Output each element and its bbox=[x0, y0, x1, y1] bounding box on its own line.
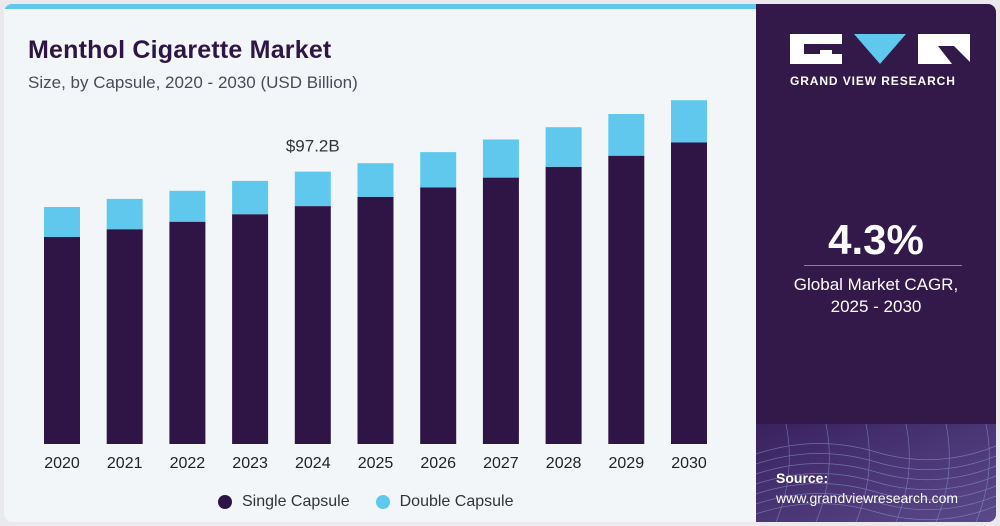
bar-double-capsule-2021 bbox=[106, 198, 143, 230]
chart-title: Menthol Cigarette Market bbox=[28, 36, 332, 64]
bar-single-capsule-2028 bbox=[545, 166, 582, 445]
chart-legend: Single Capsule Double Capsule bbox=[218, 493, 513, 511]
bar-double-capsule-2027 bbox=[482, 139, 519, 178]
legend-label-double-capsule: Double Capsule bbox=[399, 493, 514, 510]
cagr-label: Global Market CAGR, 2025 - 2030 bbox=[756, 274, 996, 318]
x-tick-label-2022: 2022 bbox=[170, 455, 206, 472]
bar-single-capsule-2020 bbox=[44, 237, 80, 444]
x-tick-label-2025: 2025 bbox=[358, 455, 394, 472]
stacked-bar-chart: 2020 2021 2022 2023 2024 2025 2026 2027 2028 2029… bbox=[44, 100, 707, 472]
chart-panel: 2020 2021 2022 2023 2024 2025 2026 2027 2028 2029… bbox=[4, 9, 756, 522]
bar-single-capsule-2024 bbox=[294, 206, 331, 444]
bar-single-capsule-2026 bbox=[420, 187, 457, 444]
accent-line bbox=[4, 4, 756, 9]
x-tick-label-2030: 2030 bbox=[671, 455, 707, 472]
bar-double-capsule-2023 bbox=[232, 180, 269, 215]
legend-item-double-capsule: Double Capsule bbox=[375, 493, 514, 511]
x-tick-label-2024: 2024 bbox=[295, 455, 331, 472]
bar-double-capsule-2025 bbox=[357, 163, 394, 197]
x-tick-label-2028: 2028 bbox=[546, 455, 582, 472]
bar-double-capsule-2028 bbox=[545, 127, 582, 167]
bar-double-capsule-2022 bbox=[169, 190, 206, 222]
x-tick-label-2029: 2029 bbox=[609, 455, 645, 472]
cagr-divider bbox=[804, 265, 962, 266]
bar-single-capsule-2022 bbox=[169, 221, 206, 444]
legend-dot-single-capsule bbox=[218, 495, 232, 509]
bar-double-capsule-2020 bbox=[44, 207, 80, 237]
cagr-label-line2: 2025 - 2030 bbox=[830, 297, 922, 316]
data-label-2024: $97.2B bbox=[286, 137, 340, 156]
chart-subtitle: Size, by Capsule, 2020 - 2030 (USD Billi… bbox=[28, 73, 358, 92]
bar-double-capsule-2026 bbox=[420, 152, 457, 188]
x-tick-label-2026: 2026 bbox=[420, 455, 456, 472]
bar-double-capsule-2030 bbox=[671, 100, 707, 143]
cagr-value: 4.3% bbox=[828, 216, 924, 263]
bar-single-capsule-2025 bbox=[357, 196, 394, 444]
x-tick-label-2023: 2023 bbox=[232, 455, 268, 472]
x-tick-label-2020: 2020 bbox=[44, 455, 80, 472]
legend-item-single-capsule: Single Capsule bbox=[218, 493, 350, 511]
bar-single-capsule-2027 bbox=[482, 177, 519, 444]
bar-single-capsule-2029 bbox=[608, 155, 645, 444]
x-tick-label-2027: 2027 bbox=[483, 455, 519, 472]
bar-double-capsule-2029 bbox=[608, 114, 645, 156]
bar-single-capsule-2023 bbox=[232, 214, 269, 444]
grand-view-research-logo bbox=[790, 34, 970, 64]
bar-double-capsule-2024 bbox=[294, 171, 331, 207]
bar-single-capsule-2021 bbox=[106, 229, 143, 444]
legend-label-single-capsule: Single Capsule bbox=[242, 493, 350, 510]
bar-single-capsule-2030 bbox=[671, 142, 707, 444]
sidebar-panel: GRAND VIEW RESEARCH 4.3% Global Market C… bbox=[756, 4, 996, 522]
legend-dot-double-capsule bbox=[375, 495, 390, 509]
source-label: Source: bbox=[776, 470, 829, 486]
infographic-card: 2020 2021 2022 2023 2024 2025 2026 2027 2028 2029… bbox=[4, 4, 996, 522]
source-url[interactable]: www.grandviewresearch.com bbox=[776, 490, 959, 506]
cagr-label-line1: Global Market CAGR, bbox=[793, 275, 959, 294]
x-tick-label-2021: 2021 bbox=[107, 455, 143, 472]
brand-name: GRAND VIEW RESEARCH bbox=[790, 74, 956, 88]
decorative-wave-graphic bbox=[756, 424, 996, 522]
